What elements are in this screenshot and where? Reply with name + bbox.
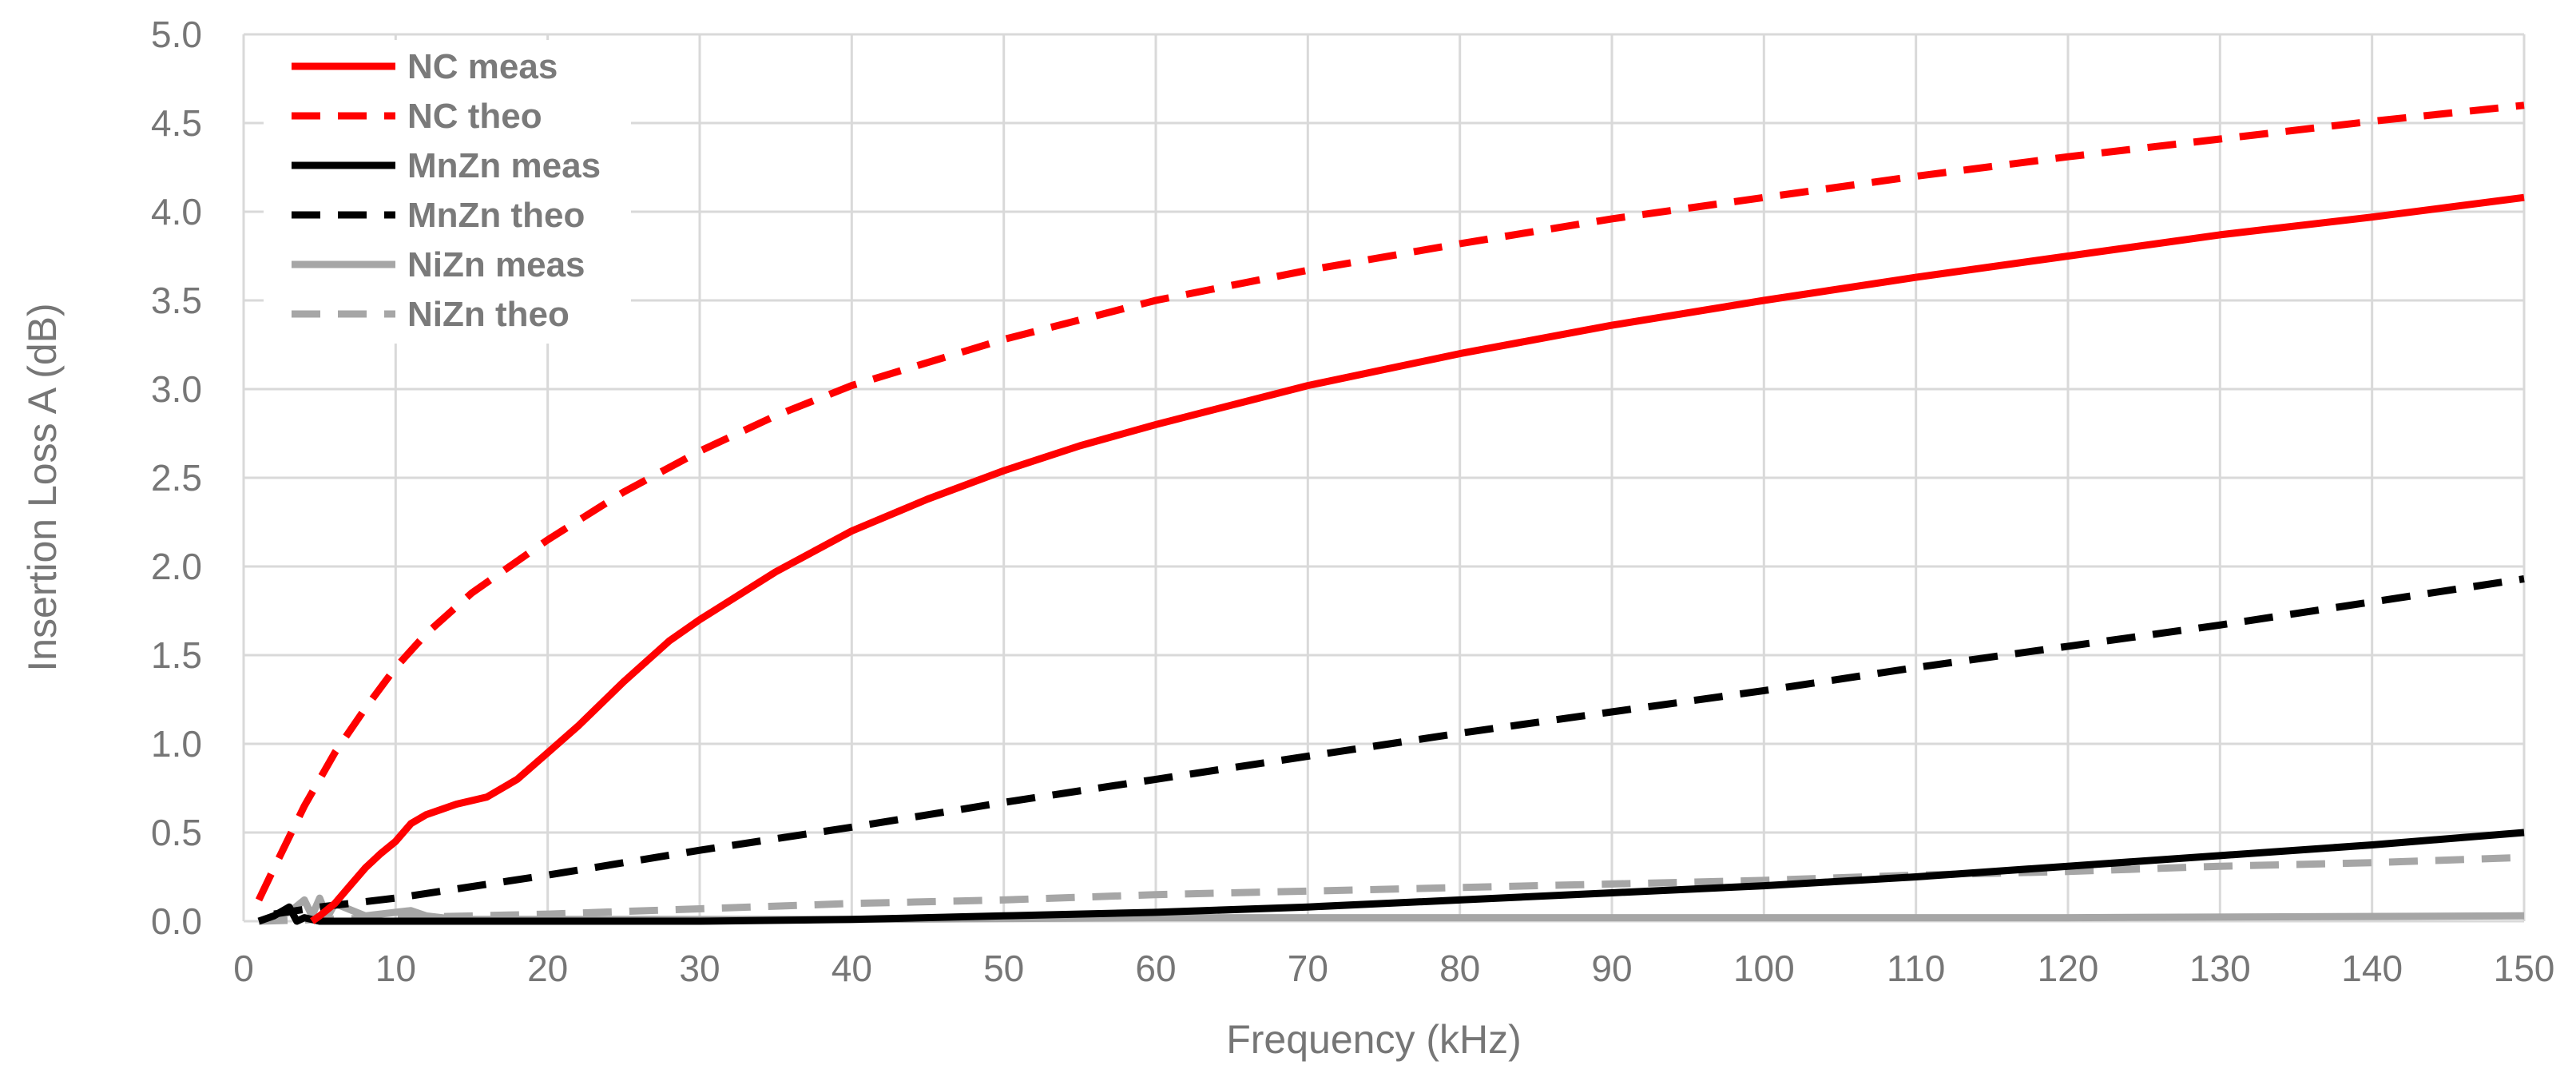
x-tick-labels: 0 10 20 30 40 50 60 70 80 90 100 110 120 130 140 150 xyxy=(233,948,2554,989)
legend-label: NC theo xyxy=(407,97,542,136)
x-tick-label: 60 xyxy=(1135,948,1176,989)
y-tick-labels: 0.0 0.5 1.0 1.5 2.0 2.5 3.0 3.5 4.0 4.5 5.0 xyxy=(151,14,202,942)
y-tick-label: 2.5 xyxy=(151,457,202,499)
x-tick-label: 40 xyxy=(832,948,872,989)
legend-label: NiZn theo xyxy=(407,295,570,334)
y-tick-label: 1.5 xyxy=(151,634,202,676)
x-tick-label: 150 xyxy=(2494,948,2555,989)
x-tick-label: 140 xyxy=(2341,948,2403,989)
legend-label: NiZn meas xyxy=(407,245,585,284)
y-tick-label: 4.0 xyxy=(151,191,202,232)
legend-label: NC meas xyxy=(407,47,558,86)
y-tick-label: 3.5 xyxy=(151,280,202,321)
x-axis-title: Frequency (kHz) xyxy=(1226,1017,1522,1062)
legend: NC meas NC theo MnZn meas MnZn theo NiZn mea… xyxy=(264,40,631,344)
legend-label: MnZn theo xyxy=(407,196,585,235)
plot-series xyxy=(255,101,2525,925)
y-tick-label: 0.0 xyxy=(151,900,202,942)
y-tick-label: 0.5 xyxy=(151,812,202,853)
x-tick-label: 100 xyxy=(1733,948,1795,989)
series-line-mnzn-theo xyxy=(273,575,2525,918)
x-tick-label: 20 xyxy=(527,948,568,989)
y-tick-label: 4.5 xyxy=(151,102,202,144)
y-tick-label: 3.0 xyxy=(151,368,202,410)
x-tick-label: 110 xyxy=(1887,948,1945,989)
x-tick-label: 10 xyxy=(375,948,416,989)
y-tick-label: 1.0 xyxy=(151,723,202,765)
x-tick-label: 30 xyxy=(679,948,720,989)
x-tick-label: 80 xyxy=(1439,948,1480,989)
y-tick-label: 2.0 xyxy=(151,546,202,587)
y-axis-title: Insertion Loss A (dB) xyxy=(20,303,65,671)
x-tick-label: 50 xyxy=(983,948,1024,989)
legend-label: MnZn meas xyxy=(407,146,601,185)
series-line-mnzn-meas xyxy=(257,829,2525,925)
series-line-nc-meas xyxy=(310,193,2525,924)
legend-background xyxy=(264,40,631,344)
x-tick-label: 90 xyxy=(1591,948,1632,989)
x-tick-label: 0 xyxy=(233,948,254,989)
x-tick-label: 130 xyxy=(2189,948,2251,989)
y-tick-label: 5.0 xyxy=(151,14,202,55)
series-line-nizn-theo xyxy=(258,853,2525,925)
x-tick-label: 70 xyxy=(1288,948,1328,989)
x-tick-label: 120 xyxy=(2038,948,2099,989)
